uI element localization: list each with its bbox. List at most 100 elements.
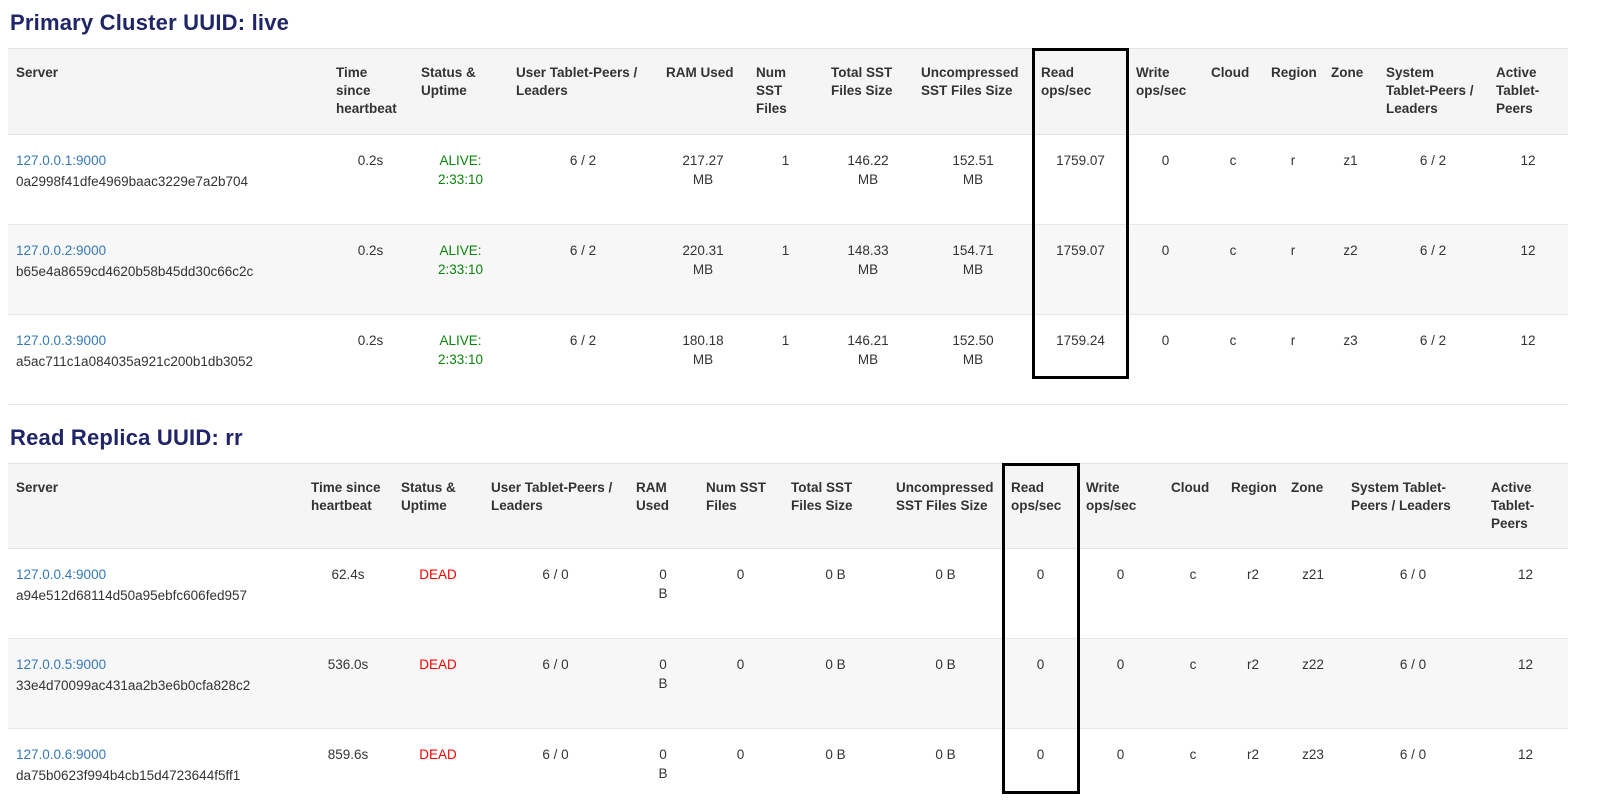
tserver-row: 127.0.0.6:9000 da75b0623f994b4cb15d472364…: [8, 729, 1568, 808]
server-cell: 127.0.0.3:9000 a5ac711c1a084035a921c200b1…: [8, 314, 328, 404]
column-header-cloud: Cloud: [1163, 462, 1223, 550]
cell-region: r: [1290, 332, 1296, 348]
cell-write-ops-sec: 0: [1161, 332, 1170, 348]
cell-cloud: c: [1189, 657, 1197, 673]
server-link[interactable]: 127.0.0.3:9000: [16, 332, 107, 348]
cell-status-uptime: ALIVE: 2:33:10: [437, 242, 484, 277]
server-cell: 127.0.0.5:9000 33e4d70099ac431aa2b3e6b0cf…: [8, 639, 303, 729]
column-header-zone: Zone: [1283, 462, 1343, 550]
cell-user-tablet-peers-leaders: 6 / 2: [569, 242, 597, 258]
column-header-system-tablet-peers-leaders: System Tablet-Peers / Leaders: [1343, 462, 1483, 550]
cell-total-sst-files-size: 146.22 MB: [847, 152, 889, 187]
cell-uncompressed-sst-files-size: 0 B: [935, 657, 956, 673]
cell-uncompressed-sst-files-size: 152.50 MB: [952, 332, 994, 367]
column-header-zone: Zone: [1323, 48, 1378, 135]
server-link[interactable]: 127.0.0.2:9000: [16, 242, 107, 258]
cell-num-sst-files: 0: [736, 567, 745, 583]
column-header-user-tablet-peers-leaders: User Tablet-Peers / Leaders: [508, 48, 658, 135]
cell-status-uptime: DEAD: [419, 747, 457, 763]
column-header-read-ops-sec: Read ops/sec: [1033, 48, 1128, 135]
cell-time-since-heartbeat: 0.2s: [357, 332, 384, 348]
cell-active-tablet-peers: 12: [1517, 567, 1534, 583]
column-header-time-since-heartbeat: Time since heartbeat: [328, 48, 413, 135]
column-header-write-ops-sec: Write ops/sec: [1078, 462, 1163, 550]
cell-num-sst-files: 1: [781, 242, 790, 258]
column-header-num-sst-files: Num SST Files: [698, 462, 783, 550]
cell-read-ops-sec: 1759.07: [1056, 242, 1105, 258]
cell-cloud: c: [1229, 152, 1237, 168]
header-row: Server Time since heartbeat Status & Uptim…: [8, 48, 1568, 135]
cell-status-uptime: DEAD: [419, 657, 457, 673]
cell-time-since-heartbeat: 0.2s: [357, 152, 384, 168]
column-header-status-uptime: Status & Uptime: [393, 462, 483, 550]
cell-uncompressed-sst-files-size: 0 B: [935, 747, 956, 763]
cell-system-tablet-peers-leaders: 6 / 0: [1399, 747, 1427, 763]
header-row: Server Time since heartbeat Status & Uptim…: [8, 462, 1568, 550]
cell-read-ops-sec: 0: [1036, 747, 1045, 763]
cell-write-ops-sec: 0: [1161, 152, 1170, 168]
cell-read-ops-sec: 1759.24: [1056, 332, 1105, 348]
column-header-status-uptime: Status & Uptime: [413, 48, 508, 135]
server-link[interactable]: 127.0.0.4:9000: [16, 567, 107, 583]
cell-active-tablet-peers: 12: [1520, 242, 1536, 258]
cell-zone: z3: [1343, 332, 1358, 348]
tserver-row: 127.0.0.5:9000 33e4d70099ac431aa2b3e6b0cf…: [8, 638, 1568, 729]
server-link[interactable]: 127.0.0.1:9000: [16, 152, 107, 168]
cell-ram-used: 0 B: [658, 747, 668, 782]
cell-region: r: [1290, 152, 1296, 168]
cell-region: r2: [1246, 567, 1259, 583]
primary-cluster-section: Primary Cluster UUID: live Server Time si…: [8, 10, 1592, 405]
cell-region: r2: [1246, 747, 1259, 763]
column-header-ram-used: RAM Used: [628, 462, 698, 550]
primary-cluster-table: Server Time since heartbeat Status & Uptim…: [8, 48, 1568, 405]
cell-active-tablet-peers: 12: [1520, 152, 1536, 168]
server-link[interactable]: 127.0.0.6:9000: [16, 747, 107, 763]
column-header-time-since-heartbeat: Time since heartbeat: [303, 462, 393, 550]
cell-zone: z23: [1302, 747, 1324, 763]
column-header-active-tablet-peers: Active Tablet-Peers: [1483, 462, 1568, 550]
cell-region: r2: [1246, 657, 1259, 673]
server-uuid: a5ac711c1a084035a921c200b1db3052: [16, 353, 253, 369]
cell-system-tablet-peers-leaders: 6 / 2: [1419, 152, 1447, 168]
primary-cluster-table-wrap: Server Time since heartbeat Status & Uptim…: [8, 48, 1568, 405]
column-header-write-ops-sec: Write ops/sec: [1128, 48, 1203, 135]
column-header-uncompressed-sst-files-size: Uncompressed SST Files Size: [888, 462, 1003, 550]
cell-status-uptime: ALIVE: 2:33:10: [437, 152, 484, 187]
tserver-row: 127.0.0.3:9000 a5ac711c1a084035a921c200b1…: [8, 314, 1568, 405]
cell-zone: z21: [1302, 567, 1324, 583]
cell-total-sst-files-size: 148.33 MB: [847, 242, 889, 277]
column-header-active-tablet-peers: Active Tablet-Peers: [1488, 48, 1568, 135]
cell-region: r: [1290, 242, 1296, 258]
column-header-cloud: Cloud: [1203, 48, 1263, 135]
read-replica-table-wrap: Server Time since heartbeat Status & Uptim…: [8, 462, 1568, 808]
cell-uncompressed-sst-files-size: 152.51 MB: [952, 152, 994, 187]
server-uuid: a94e512d68114d50a95ebfc606fed957: [16, 588, 247, 604]
cell-time-since-heartbeat: 0.2s: [357, 242, 384, 258]
read-replica-title: Read Replica UUID: rr: [10, 424, 243, 450]
cell-user-tablet-peers-leaders: 6 / 2: [569, 152, 597, 168]
primary-cluster-title: Primary Cluster UUID: live: [10, 10, 290, 35]
column-header-region: Region: [1263, 48, 1323, 135]
column-header-uncompressed-sst-files-size: Uncompressed SST Files Size: [913, 48, 1033, 135]
cell-zone: z1: [1343, 152, 1358, 168]
cell-read-ops-sec: 0: [1036, 657, 1045, 673]
server-cell: 127.0.0.2:9000 b65e4a8659cd4620b58b45dd30…: [8, 224, 328, 314]
cell-total-sst-files-size: 0 B: [825, 747, 846, 763]
server-cell: 127.0.0.4:9000 a94e512d68114d50a95ebfc606…: [8, 549, 303, 639]
cell-time-since-heartbeat: 62.4s: [331, 567, 365, 583]
cell-zone: z2: [1343, 242, 1358, 258]
column-header-system-tablet-peers-leaders: System Tablet-Peers / Leaders: [1378, 48, 1488, 135]
server-uuid: da75b0623f994b4cb15d4723644f5ff1: [16, 768, 241, 784]
cell-system-tablet-peers-leaders: 6 / 0: [1399, 567, 1427, 583]
server-link[interactable]: 127.0.0.5:9000: [16, 657, 107, 673]
cell-write-ops-sec: 0: [1116, 567, 1125, 583]
cell-system-tablet-peers-leaders: 6 / 2: [1419, 242, 1447, 258]
cell-time-since-heartbeat: 536.0s: [327, 657, 369, 673]
tserver-row: 127.0.0.4:9000 a94e512d68114d50a95ebfc606…: [8, 549, 1568, 639]
cell-ram-used: 180.18 MB: [682, 332, 724, 367]
cell-cloud: c: [1229, 242, 1237, 258]
cell-total-sst-files-size: 0 B: [825, 567, 846, 583]
cell-user-tablet-peers-leaders: 6 / 0: [542, 657, 569, 673]
server-uuid: 33e4d70099ac431aa2b3e6b0cfa828c2: [16, 678, 251, 694]
